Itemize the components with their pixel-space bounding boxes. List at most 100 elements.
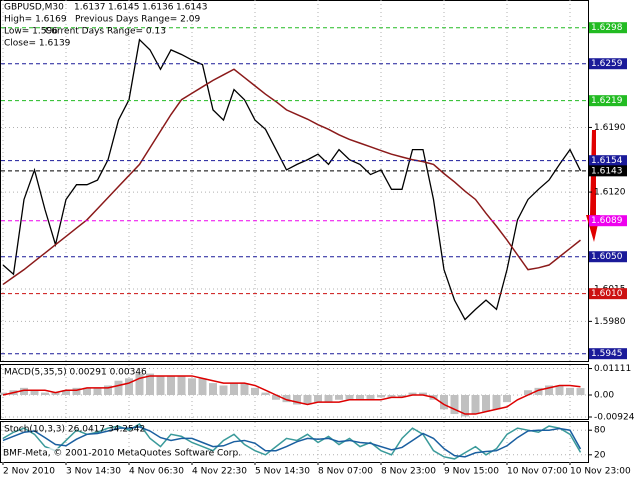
y-tick-label: 0.01111	[594, 364, 631, 374]
level-label-box	[589, 348, 627, 360]
histogram-bar	[345, 395, 354, 400]
y-tick-label: 1.6190	[594, 123, 626, 133]
x-tick-label: 8 Nov 07:00	[318, 467, 373, 477]
histogram-bar	[534, 387, 543, 395]
annotation: High= 1.6169	[4, 15, 67, 25]
annotation: Previous Days Range= 2.09	[75, 15, 200, 25]
x-tick-label: 5 Nov 14:30	[255, 467, 310, 477]
histogram-bar	[104, 385, 112, 395]
histogram-bar	[524, 390, 532, 395]
histogram-bar	[146, 373, 154, 395]
series-line	[2, 423, 582, 460]
level-label: 1.6154	[591, 156, 623, 166]
level-label: 1.6259	[591, 59, 623, 69]
x-tick-label-bg	[2, 465, 64, 476]
histogram-bar	[293, 395, 301, 405]
panel-title: Stoch(10,3,3) 26.0417 34.2542	[4, 425, 145, 435]
histogram-bar	[471, 395, 480, 415]
level-label: 1.5945	[591, 349, 623, 359]
histogram-bar	[566, 387, 574, 395]
histogram-bar	[198, 378, 207, 395]
footer: BMF-Meta, © 2001-2010 MetaQuotes Softwar…	[3, 449, 241, 459]
histogram-bar	[314, 395, 322, 403]
x-tick-label: 10 Nov 23:00	[570, 467, 631, 477]
histogram-bar	[93, 387, 102, 395]
level-label-box	[589, 251, 627, 263]
histogram-bar	[440, 395, 448, 410]
main-panel	[0, 0, 589, 362]
level-label-box	[589, 165, 627, 177]
x-tick-label-bg	[569, 465, 631, 476]
level-label: 1.6298	[591, 23, 623, 33]
histogram-bar	[114, 380, 123, 395]
y-tick-label: 0.00	[594, 391, 614, 401]
x-tick-label-bg	[443, 465, 505, 476]
level-label: 1.6010	[591, 289, 623, 299]
histogram-bar	[135, 373, 144, 395]
x-tick-label-bg	[65, 465, 127, 476]
histogram-bar	[335, 395, 343, 400]
histogram-bar	[62, 390, 70, 395]
y-tick-label: 80	[594, 426, 606, 436]
x-tick-label-bg	[254, 465, 316, 476]
series-line	[2, 375, 581, 415]
x-tick-label: 4 Nov 22:30	[192, 467, 247, 477]
stoch-panel	[0, 421, 589, 463]
histogram-bar	[261, 392, 270, 395]
level-label: 1.6143	[591, 166, 623, 176]
histogram-bar	[177, 375, 186, 395]
histogram-bar	[51, 392, 60, 395]
x-tick-label-bg	[128, 465, 190, 476]
level-label-box	[589, 58, 627, 70]
x-tick-label-bg	[380, 465, 442, 476]
x-tick-label: 4 Nov 06:30	[129, 467, 184, 477]
histogram-bar	[72, 387, 81, 395]
histogram-bar	[398, 395, 406, 398]
ohlc-value: 1.6145	[108, 3, 140, 13]
histogram-bar	[366, 395, 375, 400]
level-label: 1.6089	[591, 216, 623, 226]
footer-bg	[1, 448, 201, 459]
ohlc-value: 1.6137	[74, 3, 106, 13]
level-label-box	[589, 215, 627, 227]
level-label-box	[589, 288, 627, 300]
panel-title: GBPUSD,M30	[4, 3, 64, 13]
histogram-bar	[41, 392, 49, 395]
histogram-bar	[125, 378, 133, 395]
histogram-bar	[377, 395, 385, 398]
x-tick-label-bg	[191, 465, 253, 476]
histogram-bar	[272, 395, 280, 400]
x-tick-label-bg	[317, 465, 379, 476]
x-tick-label: 8 Nov 23:00	[381, 467, 436, 477]
histogram-bar	[30, 390, 39, 395]
ohlc-value: 1.6143	[176, 3, 208, 13]
histogram-bar	[167, 375, 175, 395]
histogram-bar	[356, 395, 364, 400]
panel-title: MACD(5,35,5) 0.00291 0.00346	[4, 368, 147, 378]
level-label: 1.6219	[591, 96, 623, 106]
x-tick-label-bg	[506, 465, 568, 476]
annotation: Close= 1.6139	[4, 39, 71, 49]
x-tick-label: 9 Nov 15:00	[444, 467, 499, 477]
level-label-box	[589, 95, 627, 107]
histogram-bar	[83, 387, 91, 395]
level-label-box	[589, 155, 627, 167]
y-tick-label: -0.00924	[594, 413, 635, 423]
histogram-bar	[419, 392, 427, 395]
series-line	[2, 426, 582, 458]
ohlc-value: 1.6136	[142, 3, 174, 13]
histogram-bar	[303, 395, 312, 405]
histogram-bar	[20, 387, 28, 395]
histogram-bar	[482, 395, 490, 412]
histogram-bar	[576, 388, 585, 395]
level-label-box	[589, 22, 627, 34]
x-tick-label: 2 Nov 2010	[3, 467, 55, 477]
histogram-bar	[230, 383, 238, 395]
arrow	[586, 130, 600, 242]
histogram-bar	[461, 395, 469, 417]
histogram-bar	[240, 383, 249, 395]
series-line	[2, 68, 581, 286]
histogram-bar	[209, 383, 217, 395]
